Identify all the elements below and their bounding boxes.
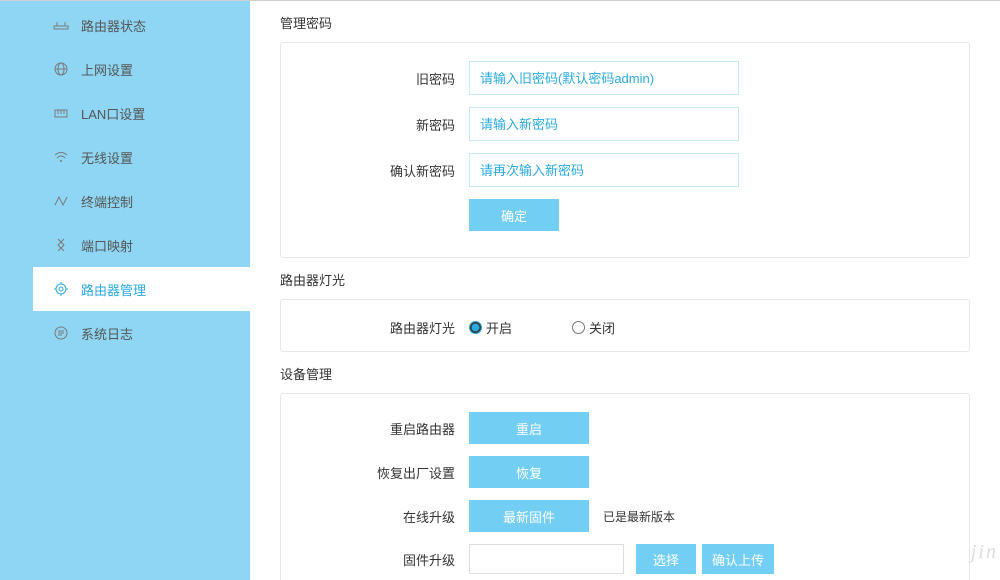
latest-version-note: 已是最新版本 [603, 508, 675, 525]
label-restart: 重启路由器 [309, 419, 469, 438]
input-old-password[interactable] [469, 61, 739, 95]
sidebar-item-label: 上网设置 [81, 60, 133, 79]
online-upgrade-button[interactable]: 最新固件 [469, 500, 589, 532]
confirm-password-button[interactable]: 确定 [469, 199, 559, 231]
lan-icon [53, 105, 69, 121]
radio-light-on-input[interactable] [469, 321, 482, 334]
sidebar-item-label: 系统日志 [81, 324, 133, 343]
log-icon [53, 325, 69, 341]
upload-firmware-button[interactable]: 确认上传 [702, 544, 774, 574]
label-reset: 恢复出厂设置 [309, 463, 469, 482]
main-content: 管理密码 旧密码 新密码 确认新密码 确定 路由器灯光 路由器灯光 [250, 0, 1000, 580]
radio-light-off-label: 关闭 [589, 318, 615, 337]
section-light: 路由器灯光 开启 关闭 [280, 299, 970, 352]
sidebar-item-label: 端口映射 [81, 236, 133, 255]
label-confirm-password: 确认新密码 [309, 161, 469, 180]
sidebar: 路由器状态 上网设置 LAN口设置 无线设置 终端控制 [0, 0, 250, 580]
radio-light-on[interactable]: 开启 [469, 318, 512, 337]
radio-light-on-label: 开启 [486, 318, 512, 337]
section-title-password: 管理密码 [280, 1, 970, 42]
sidebar-item-label: LAN口设置 [81, 104, 145, 123]
input-confirm-password[interactable] [469, 153, 739, 187]
restart-button[interactable]: 重启 [469, 412, 589, 444]
sidebar-item-router-status[interactable]: 路由器状态 [33, 3, 250, 47]
sidebar-item-terminal[interactable]: 终端控制 [33, 179, 250, 223]
terminal-icon [53, 193, 69, 209]
gear-icon [53, 281, 69, 297]
sidebar-item-label: 无线设置 [81, 148, 133, 167]
sidebar-item-port-mapping[interactable]: 端口映射 [33, 223, 250, 267]
globe-icon [53, 61, 69, 77]
input-new-password[interactable] [469, 107, 739, 141]
wifi-icon [53, 149, 69, 165]
sidebar-item-label: 路由器状态 [81, 16, 146, 35]
reset-button[interactable]: 恢复 [469, 456, 589, 488]
sidebar-item-label: 路由器管理 [81, 280, 146, 299]
label-new-password: 新密码 [309, 115, 469, 134]
choose-file-button[interactable]: 选择 [636, 544, 696, 574]
sidebar-item-router-management[interactable]: 路由器管理 [33, 267, 250, 311]
sidebar-item-internet[interactable]: 上网设置 [33, 47, 250, 91]
sidebar-item-lan[interactable]: LAN口设置 [33, 91, 250, 135]
firmware-file-box[interactable] [469, 544, 624, 574]
label-old-password: 旧密码 [309, 69, 469, 88]
router-status-icon [53, 17, 69, 33]
port-icon [53, 237, 69, 253]
label-firmware: 固件升级 [309, 550, 469, 569]
sidebar-item-wireless[interactable]: 无线设置 [33, 135, 250, 179]
label-online-upgrade: 在线升级 [309, 507, 469, 526]
sidebar-item-system-log[interactable]: 系统日志 [33, 311, 250, 355]
section-title-light: 路由器灯光 [280, 258, 970, 299]
section-password: 旧密码 新密码 确认新密码 确定 [280, 42, 970, 258]
sidebar-item-label: 终端控制 [81, 192, 133, 211]
radio-light-off[interactable]: 关闭 [572, 318, 615, 337]
label-router-light: 路由器灯光 [309, 318, 469, 337]
watermark: jin [971, 541, 998, 564]
section-title-device: 设备管理 [280, 352, 970, 393]
radio-light-off-input[interactable] [572, 321, 585, 334]
section-device: 重启路由器 重启 恢复出厂设置 恢复 在线升级 最新固件 已是最新版本 固件升级… [280, 393, 970, 580]
